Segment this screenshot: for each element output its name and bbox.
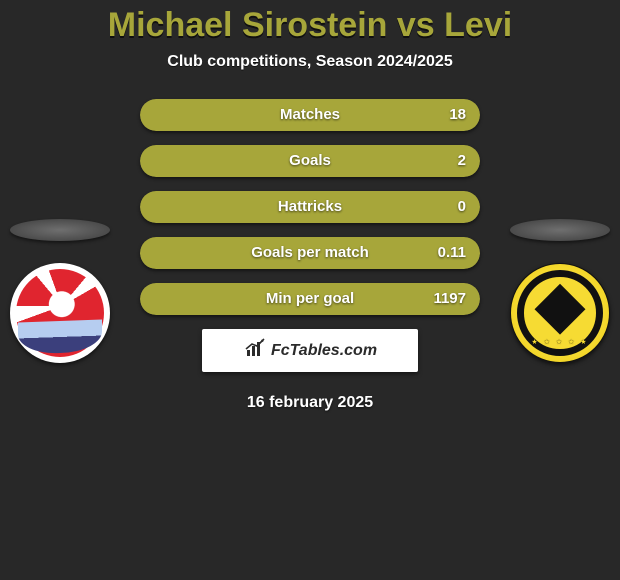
content-area: ★ ★ ★ ★ ★ Matches18 Goals2 Hattricks0 Goals… (0, 99, 620, 412)
vs-label: vs (397, 6, 435, 44)
club-ribbon-icon (18, 320, 102, 355)
stat-row: Matches18 (140, 99, 480, 131)
stat-label: Hattricks (140, 191, 480, 223)
right-column: ★ ★ ★ ★ ★ (510, 219, 610, 363)
date-label: 16 february 2025 (0, 394, 620, 412)
subtitle: Club competitions, Season 2024/2025 (0, 53, 620, 71)
left-column (10, 219, 110, 363)
brand-plate: FcTables.com (202, 329, 418, 372)
stat-row: Goals2 (140, 145, 480, 177)
player2-club-badge: ★ ★ ★ ★ ★ (510, 263, 610, 363)
player1-placeholder-oval (10, 219, 110, 241)
stat-label: Goals per match (140, 237, 480, 269)
stat-value: 2 (458, 145, 466, 177)
stat-row: Hattricks0 (140, 191, 480, 223)
stat-row: Goals per match0.11 (140, 237, 480, 269)
stars-icon: ★ ★ ★ ★ ★ (511, 338, 609, 346)
player1-name: Michael Sirostein (108, 6, 388, 44)
stat-label: Matches (140, 99, 480, 131)
stat-value: 18 (449, 99, 466, 131)
stat-row: Min per goal1197 (140, 283, 480, 315)
stat-bars: Matches18 Goals2 Hattricks0 Goals per match… (140, 99, 480, 315)
stat-value: 1197 (433, 283, 466, 315)
player2-name: Levi (444, 6, 512, 44)
player1-club-badge (10, 263, 110, 363)
comparison-infographic: Michael Sirostein vs Levi Club competiti… (0, 6, 620, 580)
bar-chart-icon (245, 338, 267, 363)
brand-text: FcTables.com (271, 342, 377, 360)
page-title: Michael Sirostein vs Levi (0, 6, 620, 45)
stat-value: 0 (458, 191, 466, 223)
stat-value: 0.11 (438, 237, 466, 269)
stat-label: Goals (140, 145, 480, 177)
stat-label: Min per goal (140, 283, 480, 315)
player2-placeholder-oval (510, 219, 610, 241)
